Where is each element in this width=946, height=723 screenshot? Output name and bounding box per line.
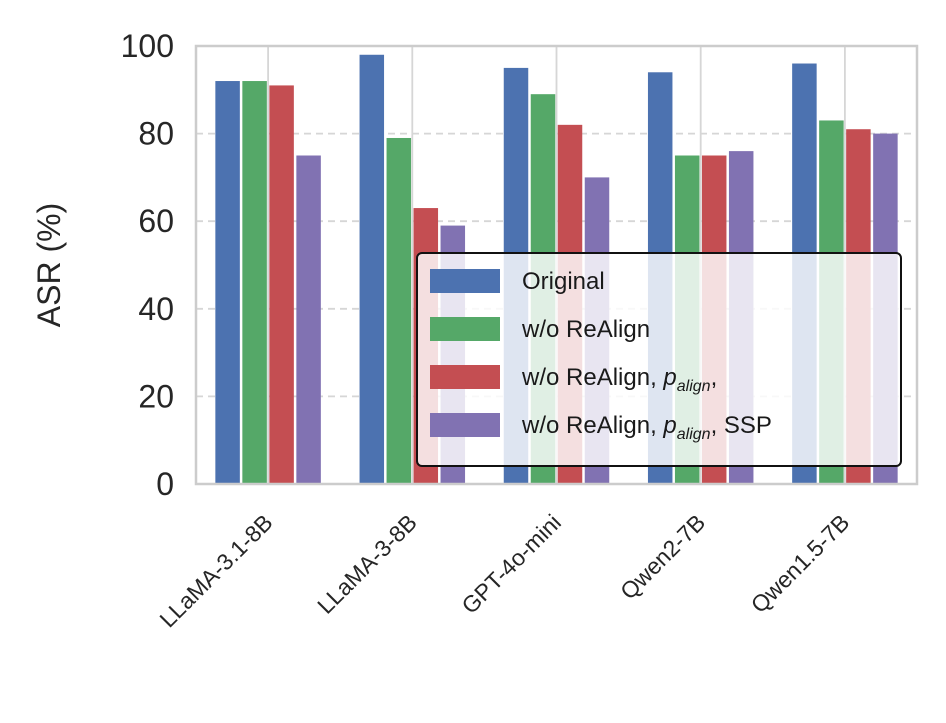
x-tick-labels: LLaMA-3.1-8B LLaMA-3-8B GPT-4o-mini Qwen2-7… — [154, 509, 854, 632]
legend: Original w/o ReAlign w/o ReAlign, palign, w… — [416, 252, 902, 467]
y-tick-label: 80 — [138, 116, 174, 152]
legend-swatch — [430, 269, 500, 293]
legend-label: w/o ReAlign — [521, 316, 650, 343]
bar — [359, 54, 385, 484]
y-tick-labels: 0 20 40 60 80 100 — [121, 28, 174, 502]
x-tick-label: LLaMA-3-8B — [312, 509, 422, 619]
legend-label: w/o ReAlign, palign, SSP — [521, 412, 772, 443]
legend-swatch — [430, 413, 500, 437]
y-tick-label: 40 — [138, 291, 174, 327]
bar — [386, 137, 412, 485]
x-tick-label: Qwen1.5-7B — [746, 509, 855, 618]
legend-label: w/o ReAlign, palign, — [521, 364, 717, 395]
bar — [269, 85, 294, 485]
bar — [296, 155, 321, 484]
y-axis-label: ASR (%) — [31, 203, 67, 327]
x-tick-label: Qwen2-7B — [615, 509, 710, 604]
y-tick-label: 100 — [121, 28, 174, 64]
y-tick-label: 0 — [156, 466, 174, 502]
y-tick-label: 60 — [138, 203, 174, 239]
bar — [242, 81, 267, 484]
x-tick-label: GPT-4o-mini — [456, 509, 566, 619]
x-tick-label: LLaMA-3.1-8B — [154, 509, 277, 632]
legend-swatch — [430, 365, 500, 389]
legend-swatch — [430, 317, 500, 341]
legend-box — [416, 252, 902, 467]
bar — [215, 81, 240, 484]
plot-frame — [194, 44, 919, 486]
y-tick-label: 20 — [138, 378, 174, 414]
legend-label: Original — [522, 268, 605, 295]
